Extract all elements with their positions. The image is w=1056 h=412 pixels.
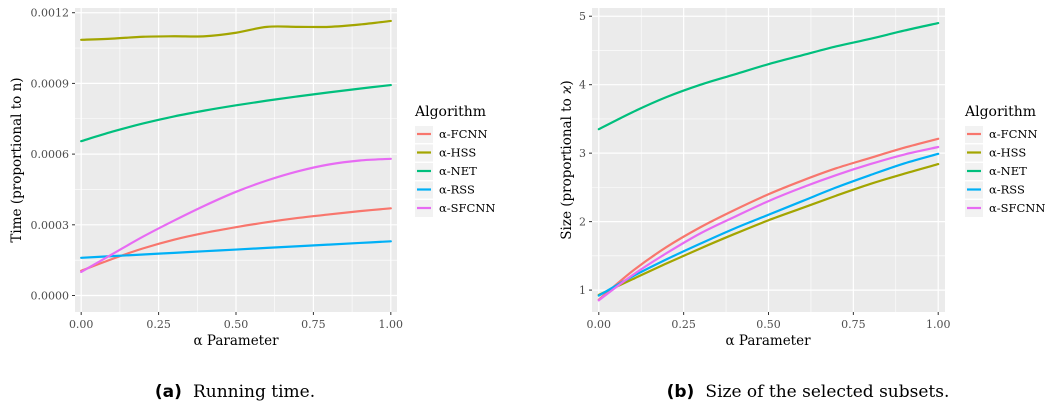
legend-label: α-SFCNN: [439, 201, 495, 215]
y-tick-label: 1: [579, 284, 586, 297]
legend-label: α-SFCNN: [989, 201, 1045, 215]
legend: α-FCNN α-HSS α-NET α-RSS α-SFCNN: [415, 126, 495, 217]
grid: [75, 8, 397, 312]
caption-tag: (a): [155, 382, 182, 402]
legend-label: α-HSS: [989, 146, 1026, 160]
x-tick-label: 0.75: [841, 318, 866, 331]
x-tick-label: 1.00: [926, 318, 951, 331]
y-axis-title: Size (proportional to ϰ): [559, 80, 575, 239]
x-tick-label: 0.50: [756, 318, 781, 331]
legend-label: α-NET: [439, 164, 477, 178]
series-line: [597, 145, 940, 302]
caption-text: Running time.: [193, 382, 315, 402]
series-line: [597, 21, 940, 131]
series-line: [80, 240, 392, 259]
svg-text:(b) Size of the selected: (b) Size of the selected subsets.: [667, 382, 950, 402]
y-tick-label: 0.0009: [31, 77, 70, 90]
y-tick-label: 3: [579, 147, 586, 160]
legend-label: α-RSS: [989, 183, 1025, 197]
y-tick-labels: 1 2 3 4 5: [579, 10, 592, 297]
legend-label: α-FCNN: [989, 127, 1038, 141]
y-tick-label: 4: [579, 79, 586, 92]
y-axis-title: Time (proportional to n): [9, 77, 25, 242]
series-line: [597, 152, 940, 297]
chart-subset-size: 1 2 3 4 5 0.00 0.25 0.50 0.75 1.00 α Parameter S…: [559, 8, 1045, 349]
series-line: [80, 207, 392, 272]
x-tick-label: 1.00: [379, 318, 404, 331]
x-tick-label: 0.00: [587, 318, 612, 331]
caption-text: Size of the selected subsets.: [705, 382, 949, 402]
series-line: [80, 19, 392, 41]
legend-title: Algorithm: [414, 104, 486, 120]
series-lines: [597, 21, 940, 302]
y-tick-label: 0.0006: [31, 148, 70, 161]
x-axis-title: α Parameter: [193, 333, 279, 349]
svg-text:(a) Running time.: (a) Running time.: [155, 382, 315, 402]
legend-label: α-HSS: [439, 146, 476, 160]
x-tick-label: 0.75: [301, 318, 326, 331]
x-tick-label: 0.25: [146, 318, 171, 331]
series-line: [80, 157, 392, 274]
caption-a: (a) Running time.: [155, 382, 315, 402]
legend: α-FCNN α-HSS α-NET α-RSS α-SFCNN: [965, 126, 1045, 217]
x-tick-labels: 0.00 0.25 0.50 0.75 1.00: [587, 312, 951, 331]
legend-label: α-NET: [989, 164, 1027, 178]
y-tick-label: 0.0003: [31, 219, 70, 232]
x-tick-label: 0.00: [69, 318, 94, 331]
series-line: [80, 83, 392, 143]
x-tick-labels: 0.00 0.25 0.50 0.75 1.00: [69, 312, 403, 331]
y-tick-label: 2: [579, 216, 586, 229]
x-tick-label: 0.25: [671, 318, 696, 331]
caption-b: (b) Size of the selected subsets.: [667, 382, 950, 402]
x-tick-label: 0.50: [224, 318, 249, 331]
x-axis-title: α Parameter: [725, 333, 811, 349]
legend-title: Algorithm: [964, 104, 1036, 120]
y-tick-label: 0.0000: [31, 290, 70, 303]
legend-label: α-RSS: [439, 183, 475, 197]
y-tick-label: 5: [579, 10, 586, 23]
series-lines: [80, 19, 392, 274]
legend-label: α-FCNN: [439, 127, 488, 141]
series-line: [597, 163, 940, 296]
caption-tag: (b): [667, 382, 695, 402]
series-line: [597, 137, 940, 301]
y-tick-label: 0.0012: [31, 7, 70, 20]
y-tick-labels: 0.0000 0.0003 0.0006 0.0009 0.0012: [31, 7, 75, 303]
